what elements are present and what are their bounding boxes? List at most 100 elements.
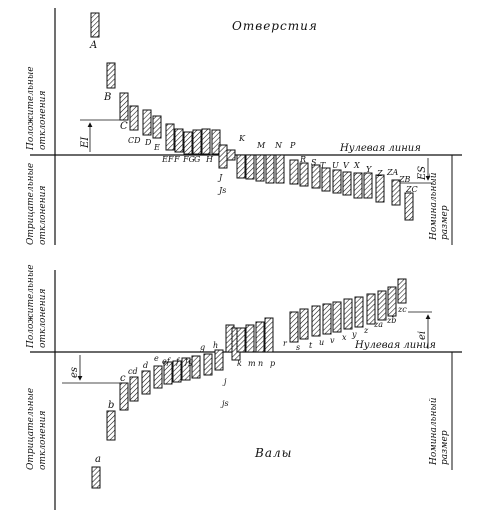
hole-tolerance-bar: [226, 149, 236, 161]
shaft-tolerance-bar: [91, 466, 101, 489]
shaft-letter-label: za: [373, 320, 383, 329]
es-lower-label: es: [69, 367, 80, 378]
hole-letter-label: B: [103, 92, 111, 103]
hole-tolerance-bar: [174, 128, 184, 153]
shaft-letter-label: zc: [397, 305, 407, 314]
shaft-bars: [91, 278, 407, 489]
hole-tolerance-bar: [404, 192, 414, 221]
shaft-tolerance-bar: [322, 303, 332, 335]
shaft-tolerance-bar: [354, 296, 364, 328]
hole-letter-label: V: [343, 161, 350, 170]
holes-nominal-label-1: Номинальный: [429, 172, 439, 241]
shaft-tolerance-bar: [289, 311, 299, 343]
shafts-zero-line-label: Нулевая линия: [354, 340, 436, 351]
shafts-positive-label-2: отклонения: [38, 289, 48, 348]
shaft-letter-label: m: [248, 359, 256, 368]
shaft-tolerance-bar: [191, 355, 201, 379]
hole-letter-label: U: [332, 161, 339, 170]
hole-letter-label: H: [205, 155, 214, 164]
shaft-letter-label: a: [95, 454, 101, 465]
holes-zero-line-label: Нулевая линия: [339, 143, 421, 154]
shaft-tolerance-bar: [377, 290, 387, 321]
shafts-negative-label-2: отклонения: [38, 411, 48, 470]
hole-tolerance-bar: [275, 154, 285, 184]
shaft-tolerance-bar: [236, 327, 246, 353]
hole-letter-label: FG: [182, 155, 196, 164]
hole-letter-label: A: [89, 40, 97, 51]
hole-letter-label: P: [289, 141, 296, 150]
shaft-tolerance-bar: [387, 286, 397, 317]
shafts-nominal-label-1: Номинальный: [429, 397, 439, 466]
hole-tolerance-bar: [201, 128, 211, 155]
hole-letter-label: X: [353, 161, 360, 170]
shaft-tolerance-bar: [332, 301, 342, 333]
hole-letter-label: EF: [161, 155, 174, 164]
shaft-tolerance-bar: [172, 360, 182, 383]
shaft-tolerance-bar: [129, 376, 139, 402]
hole-tolerance-bar: [363, 172, 373, 199]
hole-tolerance-bar: [255, 154, 265, 182]
shaft-letter-label: js: [220, 399, 229, 408]
shaft-tolerance-bar: [119, 382, 129, 411]
shaft-tolerance-bar: [181, 357, 191, 381]
hole-tolerance-bar: [106, 62, 116, 89]
holes-positive-label-2: отклонения: [38, 91, 48, 150]
hole-tolerance-bar: [119, 92, 129, 121]
ei-label: EI: [80, 136, 91, 149]
shafts-panel: Валы Положительные отклонения Отрицатель…: [26, 264, 462, 510]
hole-tolerance-bar: [342, 171, 352, 196]
shaft-letter-label: u: [319, 338, 324, 347]
hole-tolerance-bar: [165, 123, 175, 151]
hole-letter-label: ZC: [405, 185, 418, 194]
hole-letter-label: CD: [128, 136, 141, 145]
shaft-letter-label: j: [222, 377, 227, 386]
hole-tolerance-bar: [332, 169, 342, 194]
shaft-letter-label: cd: [128, 367, 138, 376]
shafts-title: Валы: [254, 446, 292, 460]
holes-negative-label-2: отклонения: [38, 186, 48, 245]
hole-tolerance-bar: [129, 105, 139, 131]
hole-tolerance-bar: [90, 12, 100, 38]
hole-letter-label: T: [320, 161, 326, 170]
hole-tolerance-bar: [192, 129, 202, 155]
shaft-letter-label: r: [283, 339, 288, 348]
shaft-letter-label: zb: [386, 316, 396, 325]
holes-nominal-label-2: размер: [440, 205, 450, 240]
hole-tolerance-bar: [245, 154, 255, 180]
shafts-positive-label-1: Положительные: [26, 264, 36, 349]
hole-letter-label: F: [173, 155, 180, 164]
holes-negative-label-1: Отрицательные: [26, 163, 36, 245]
hole-tolerance-bar: [211, 129, 221, 155]
shaft-tolerance-bar: [299, 308, 309, 340]
hole-tolerance-bar: [391, 179, 401, 206]
shaft-letter-label: t: [309, 341, 313, 350]
shaft-tolerance-bar: [153, 365, 163, 389]
hole-tolerance-bar: [152, 115, 162, 139]
shaft-tolerance-bar: [397, 278, 407, 304]
shaft-letter-label: h: [213, 341, 218, 350]
shaft-tolerance-bar: [203, 353, 213, 376]
shaft-letter-label: n: [258, 359, 263, 368]
shaft-tolerance-bar: [255, 321, 265, 353]
hole-letter-label: M: [256, 141, 266, 150]
shaft-letter-label: s: [296, 343, 300, 352]
shaft-tolerance-bar: [214, 349, 224, 371]
hole-letter-label: J: [217, 173, 223, 182]
shaft-tolerance-bar: [163, 361, 173, 385]
shaft-tolerance-bar: [264, 317, 274, 353]
shaft-letter-label: x: [342, 333, 347, 342]
hole-tolerance-bar: [289, 159, 299, 185]
shaft-letter-label: z: [363, 326, 369, 335]
es-upper-label: ES: [417, 166, 428, 181]
hole-letter-label: Js: [217, 186, 226, 195]
hole-letter-label: S: [311, 158, 317, 167]
holes-positive-label-1: Положительные: [26, 66, 36, 151]
hole-letter-label: Y: [366, 165, 372, 174]
shaft-letter-label: ef: [162, 357, 172, 366]
shaft-letter-label: e: [154, 354, 159, 363]
shafts-negative-label-1: Отрицательные: [26, 388, 36, 470]
hole-tolerance-bar: [299, 162, 309, 187]
hole-letter-label: E: [153, 143, 160, 152]
